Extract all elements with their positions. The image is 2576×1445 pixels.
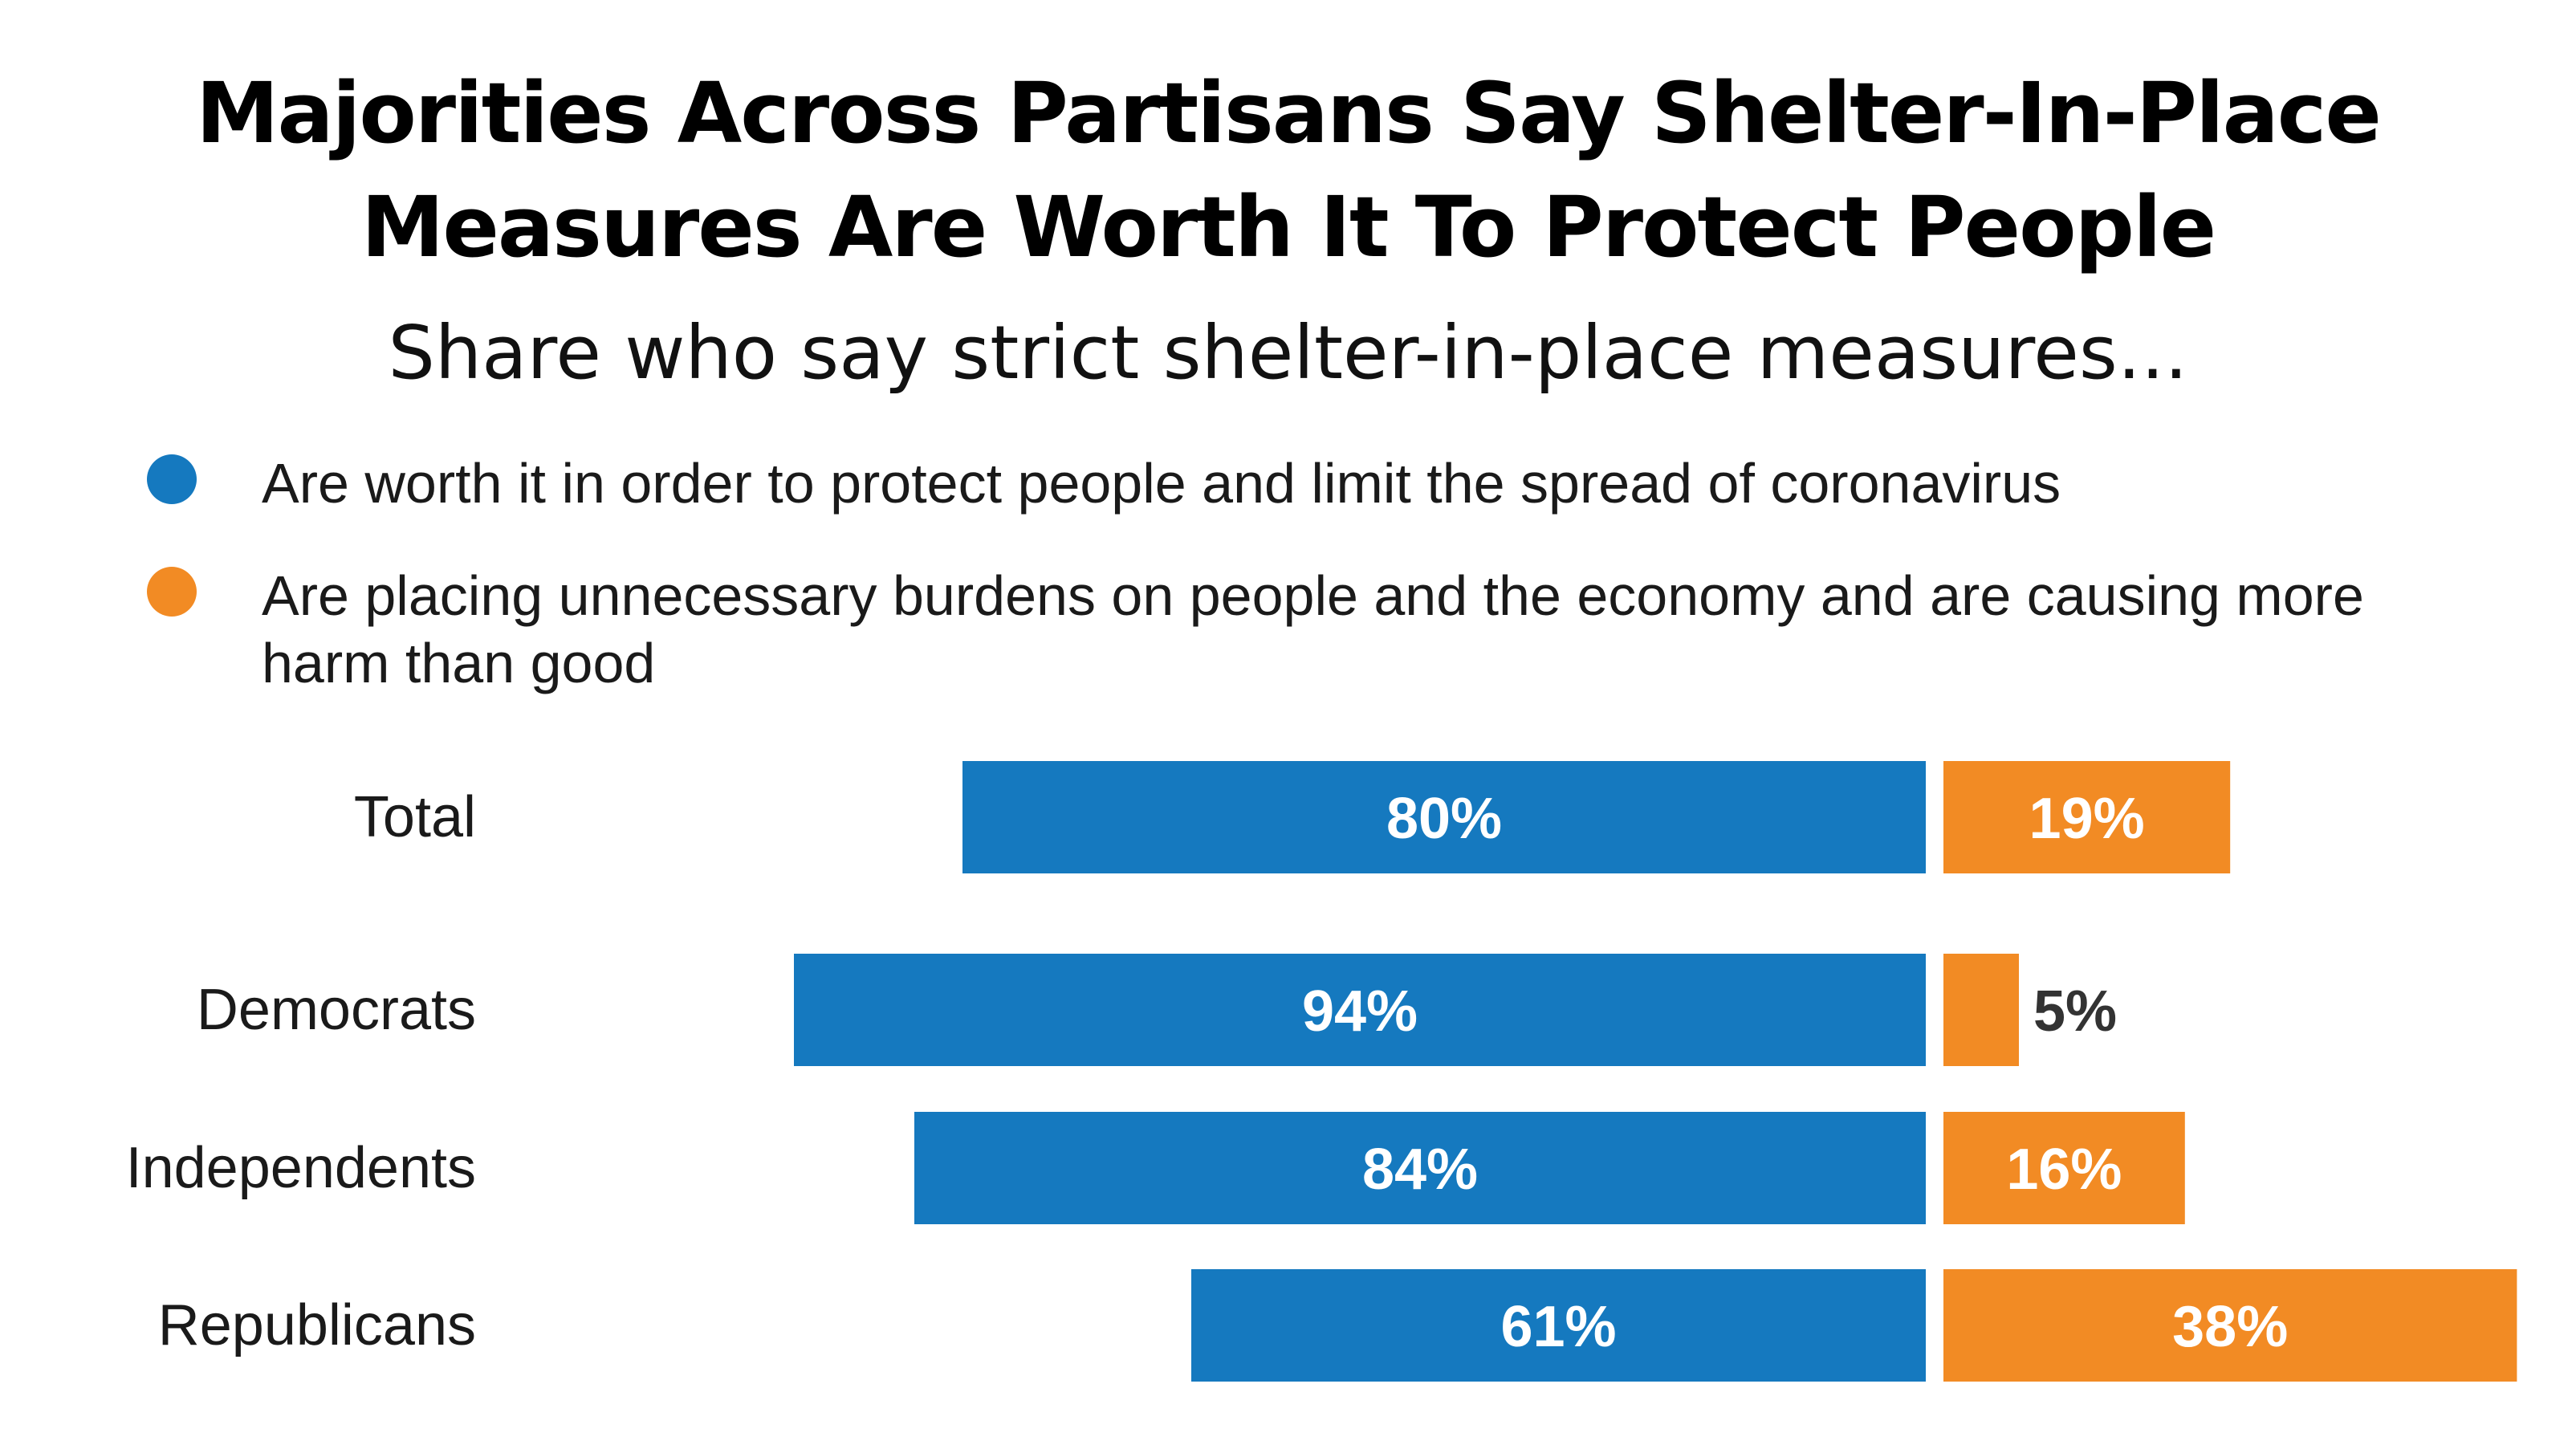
bar-worth-it-democrats (794, 954, 1926, 1066)
bar-burdens-republicans (1943, 1269, 2517, 1382)
bar-worth-it-republicans (1191, 1269, 1926, 1382)
bar-worth-it-independents (914, 1112, 1926, 1224)
bar-label-burdens-democrats: 5% (2033, 979, 2117, 1044)
legend-label-worth-it: Are worth it in order to protect people … (262, 452, 2061, 515)
legend-label-burdens: Are placing unnecessary burdens on peopl… (262, 564, 2364, 694)
bar-label-burdens-republicans: 38% (2172, 1295, 2288, 1359)
category-label-democrats: Democrats (197, 978, 476, 1042)
bar-burdens-independents (1943, 1112, 2185, 1224)
category-label-total: Total (354, 785, 476, 849)
bar-label-burdens-total: 19% (2029, 787, 2145, 851)
bar-worth-it-total (962, 761, 1926, 873)
legend-swatch-burdens (147, 567, 197, 617)
bar-burdens-total (1943, 761, 2231, 873)
chart-title: Majorities Across Partisans Say Shelter-… (196, 64, 2382, 276)
bar-label-worth-it-total: 80% (1386, 787, 1502, 851)
bar-burdens-democrats (1943, 954, 2019, 1066)
bar-label-worth-it-republicans: 61% (1500, 1295, 1616, 1359)
bar-label-worth-it-independents: 84% (1362, 1138, 1478, 1202)
chart-subtitle: Share who say strict shelter-in-place me… (388, 310, 2188, 396)
category-label-republicans: Republicans (158, 1293, 476, 1357)
category-label-independents: Independents (126, 1136, 476, 1200)
bar-label-worth-it-democrats: 94% (1302, 979, 1418, 1044)
legend-swatch-worth-it (147, 454, 197, 504)
bar-label-burdens-independents: 16% (2006, 1138, 2122, 1202)
